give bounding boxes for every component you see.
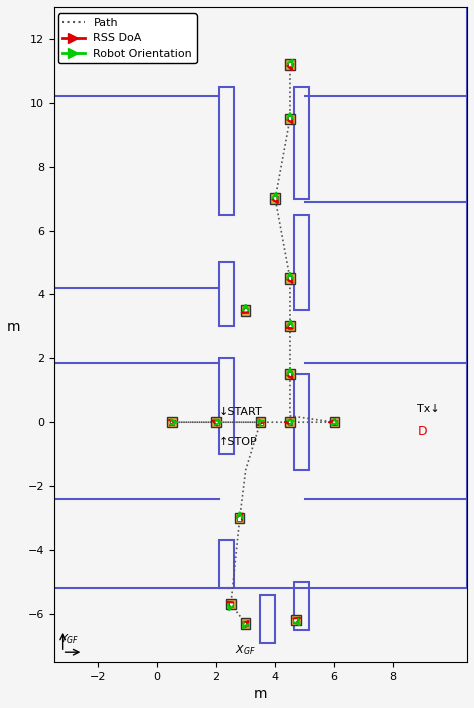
Bar xyxy=(288,324,292,329)
Bar xyxy=(260,595,275,643)
Bar xyxy=(285,114,295,124)
Bar xyxy=(219,358,234,454)
Bar xyxy=(294,87,309,199)
Bar xyxy=(285,59,295,69)
Bar xyxy=(241,618,250,629)
Bar xyxy=(291,615,301,625)
Text: ↑STOP: ↑STOP xyxy=(219,437,258,447)
Bar xyxy=(211,417,221,428)
Bar xyxy=(219,263,234,326)
Bar xyxy=(285,321,295,331)
Bar xyxy=(255,417,265,428)
Bar xyxy=(243,308,248,313)
X-axis label: m: m xyxy=(254,687,267,701)
Text: $Y_{GF}$: $Y_{GF}$ xyxy=(60,632,79,646)
Text: $X_{GF}$: $X_{GF}$ xyxy=(235,643,256,657)
Bar xyxy=(288,62,292,67)
Bar xyxy=(243,621,248,626)
Bar xyxy=(226,599,236,610)
Bar xyxy=(219,540,234,588)
Bar xyxy=(271,193,280,204)
Text: Tx↓: Tx↓ xyxy=(417,404,439,414)
Bar xyxy=(288,276,292,281)
Bar xyxy=(241,305,250,316)
Y-axis label: m: m xyxy=(7,320,20,334)
Bar xyxy=(237,515,242,520)
Bar xyxy=(293,617,298,623)
Bar xyxy=(288,116,292,121)
Bar xyxy=(228,602,233,607)
Bar xyxy=(273,196,278,201)
Bar xyxy=(329,417,339,428)
Bar xyxy=(285,273,295,284)
Bar xyxy=(294,215,309,310)
Bar xyxy=(285,417,295,428)
Bar xyxy=(285,369,295,379)
Bar xyxy=(332,420,337,425)
Bar xyxy=(170,420,174,425)
Bar xyxy=(288,372,292,377)
Text: D: D xyxy=(418,426,428,438)
Bar xyxy=(294,375,309,470)
Bar xyxy=(258,420,263,425)
Bar xyxy=(288,420,292,425)
Bar xyxy=(235,513,245,523)
Bar xyxy=(219,87,234,215)
Bar xyxy=(294,582,309,630)
Bar xyxy=(214,420,219,425)
Text: ↓START: ↓START xyxy=(219,407,263,418)
Legend: Path, RSS DoA, Robot Orientation: Path, RSS DoA, Robot Orientation xyxy=(58,13,197,64)
Bar xyxy=(167,417,177,428)
